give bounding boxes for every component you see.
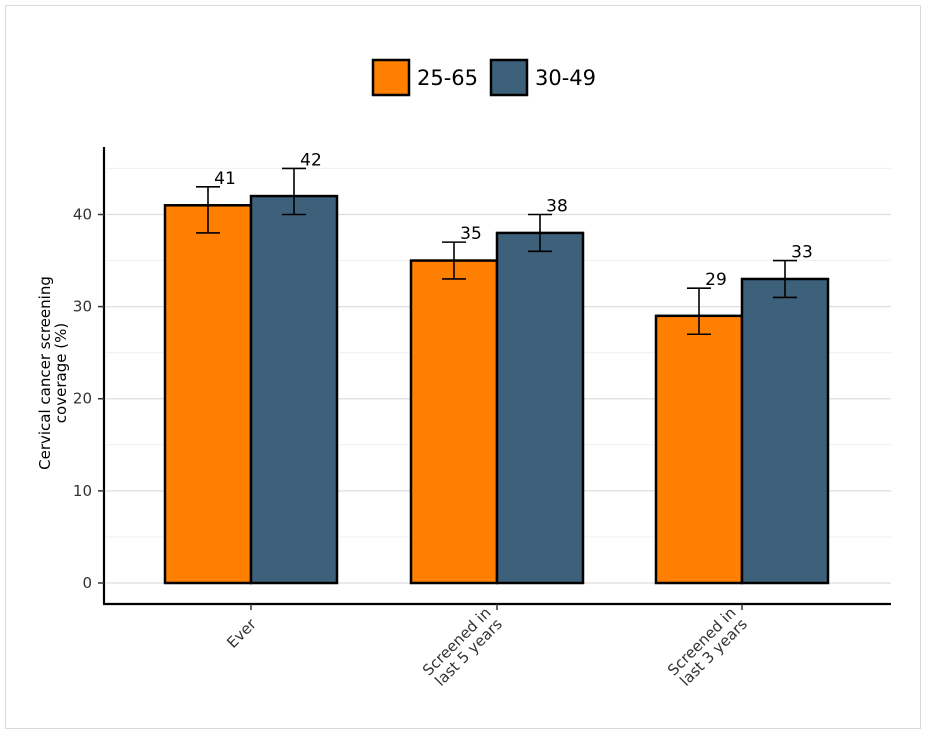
legend-label: 25-65	[417, 66, 478, 90]
data-label: 35	[460, 224, 482, 244]
x-tick-label-line: Ever	[223, 615, 260, 652]
error-bars	[196, 167, 797, 336]
legend-swatch-30-49	[489, 58, 529, 97]
data-labels: 41 35 29 42 38 33	[214, 150, 813, 290]
bar-25-65	[654, 314, 744, 585]
bars	[163, 194, 830, 585]
y-axis-label: Cervical cancer screeningcoverage (%)	[36, 276, 70, 470]
x-tick-label: Ever	[223, 615, 260, 652]
data-label: 38	[546, 196, 568, 216]
bar-25-65	[163, 204, 253, 585]
bar-25-65	[409, 259, 499, 585]
x-tick-label: Screened inlast 3 years	[664, 604, 751, 691]
legend-swatch-25-65	[371, 58, 411, 97]
bar-30-49	[495, 231, 585, 585]
y-tick-label: 40	[73, 205, 92, 223]
legend: 25-65 30-49	[371, 58, 596, 97]
y-label-line: coverage (%)	[52, 323, 70, 423]
data-label: 29	[705, 270, 727, 290]
data-label: 41	[214, 169, 236, 189]
chart-frame	[5, 5, 921, 729]
y-axis: 0 10 20 30 40	[73, 147, 106, 604]
y-tick-label: 10	[73, 482, 92, 500]
x-tick-label: Screened inlast 5 years	[419, 604, 506, 691]
y-tick-label: 0	[82, 574, 92, 592]
bar-30-49	[249, 194, 339, 585]
y-label-line: Cervical cancer screening	[36, 276, 54, 470]
data-label: 33	[791, 243, 813, 263]
bar-30-49	[740, 277, 830, 585]
y-tick-label: 20	[73, 390, 92, 408]
data-label: 42	[300, 150, 322, 170]
y-tick-label: 30	[73, 298, 92, 316]
legend-label: 30-49	[535, 66, 596, 90]
x-axis: Ever Screened inlast 5 years Screened inla…	[103, 602, 891, 691]
